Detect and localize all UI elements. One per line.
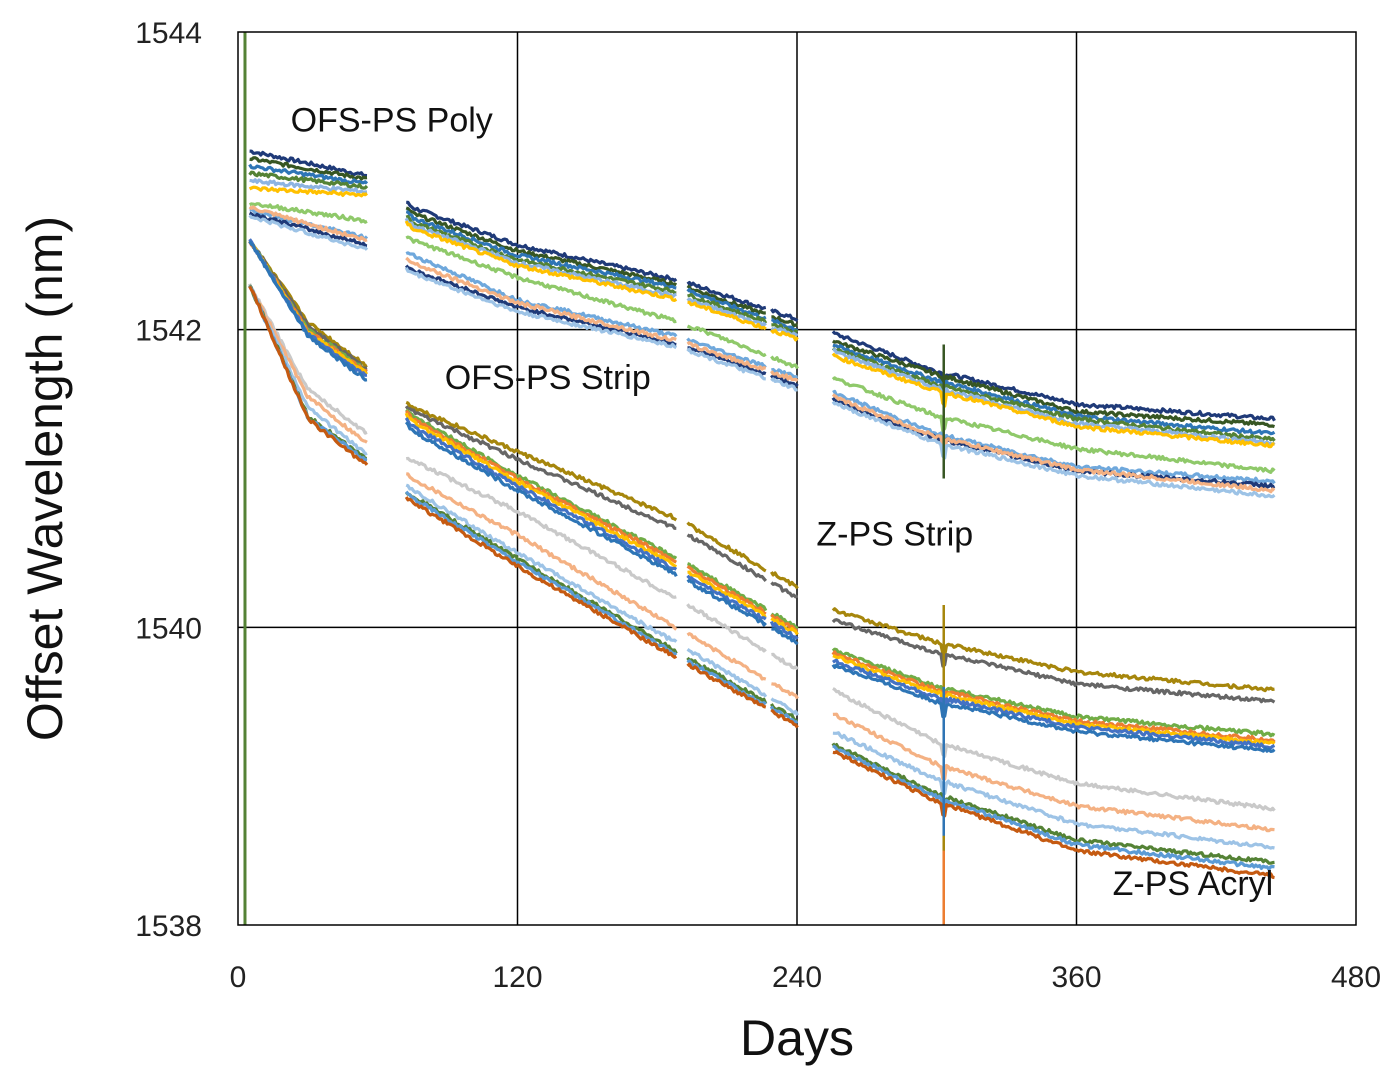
y-tick-label: 1540 [135,612,202,645]
x-tick-label: 0 [230,961,247,994]
series-group-label: OFS-PS Poly [291,102,493,140]
series-line [248,185,1275,449]
series-group-label: OFS-PS Strip [445,359,651,397]
plot-area-frame [237,31,1357,926]
x-tick-label: 480 [1331,961,1381,994]
y-tick-label: 1544 [135,17,202,50]
series-line [248,284,1275,850]
y-axis-title: Offset Wavelength (nm) [17,216,73,741]
series-line [248,240,1276,704]
series-line [248,205,1276,494]
series-lines [243,32,1276,925]
x-tick-label: 240 [772,961,822,994]
series-group-label: Z-PS Strip [816,515,973,553]
annotations: OFS-PS Poly OFS-PS Strip Z-PS Strip Z-PS Ac… [291,102,1274,904]
series-line [248,284,1275,833]
tick-labels: 0 120 240 360 480 1538 1540 1542 1544 [135,17,1381,994]
series-line [248,170,1276,442]
x-tick-label: 120 [492,961,542,994]
x-axis-title: Days [740,1010,854,1066]
series-line [248,240,1276,753]
series-line [248,283,1276,812]
series-line [248,285,1275,880]
x-tick-label: 360 [1051,961,1101,994]
series-line [249,149,1276,422]
series-line [248,202,1276,474]
series-line [248,239,1276,738]
y-tick-label: 1542 [135,315,202,348]
series-group-label: Z-PS Acryl [1113,865,1274,903]
series-line [248,163,1276,436]
y-tick-label: 1538 [135,910,202,943]
series-line [248,214,1276,499]
series-line [249,178,1276,446]
